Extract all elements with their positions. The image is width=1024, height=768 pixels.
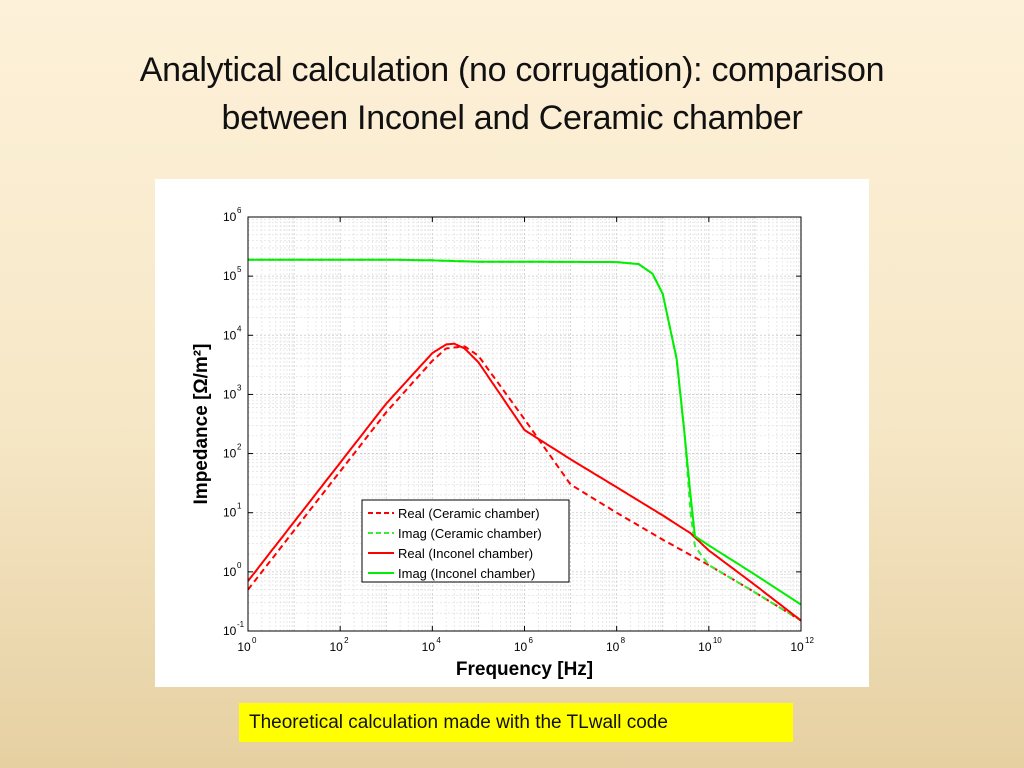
series-line-imag-ceramic-chamber <box>248 258 802 622</box>
x-tick-label: 10 <box>514 640 528 654</box>
x-tick-exponent: 10 <box>713 636 722 645</box>
legend-entry: Imag (Ceramic chamber) <box>398 526 542 541</box>
x-tick-exponent: 4 <box>436 636 441 645</box>
y-tick-label: 10 <box>223 624 237 638</box>
y-tick-label: 10 <box>223 387 237 401</box>
legend-entry: Real (Inconel chamber) <box>398 546 533 561</box>
y-tick-label: 10 <box>223 210 237 224</box>
y-tick-exponent: 5 <box>237 265 242 274</box>
y-tick-exponent: 2 <box>237 443 242 452</box>
x-tick-exponent: 0 <box>252 636 257 645</box>
grid <box>247 217 801 632</box>
y-tick-label: 10 <box>223 506 237 520</box>
x-tick-exponent: 12 <box>805 636 814 645</box>
series-line-real-ceramic-chamber <box>247 345 802 622</box>
y-tick-exponent: 0 <box>237 561 242 570</box>
note-box: Theoretical calculation made with the TL… <box>239 703 793 742</box>
series-lines <box>247 258 802 622</box>
series-line-imag-inconel-chamber <box>248 258 802 606</box>
series-line-real-inconel-chamber <box>247 342 802 622</box>
y-axis-label: Impedance [Ω/m²] <box>191 344 212 505</box>
x-tick-label: 10 <box>329 640 343 654</box>
x-tick-exponent: 6 <box>529 636 534 645</box>
slide-title-line-2: between Inconel and Ceramic chamber <box>221 99 803 137</box>
x-axis-label: Frequency [Hz] <box>456 659 593 680</box>
legend-entry: Imag (Inconel chamber) <box>398 566 535 581</box>
legend: Real (Ceramic chamber) Imag (Ceramic cham… <box>361 499 570 583</box>
figure-panel: 10 0 10 2 10 4 10 6 10 8 10 10 10 12 10 -1 10 0 10 1 10 2 10 3 1… <box>155 179 869 687</box>
y-tick-label: 10 <box>223 269 237 283</box>
x-tick-exponent: 8 <box>621 636 626 645</box>
y-tick-label: 10 <box>223 328 237 342</box>
y-axis-label-text: Impedance [Ω/m²] <box>191 344 212 505</box>
x-tick-label: 10 <box>698 640 712 654</box>
x-tick-label: 10 <box>606 640 620 654</box>
y-tick-exponent: 1 <box>237 502 242 511</box>
y-tick-label: 10 <box>223 565 237 579</box>
slide-title-line-1: Analytical calculation (no corrugation):… <box>139 51 885 89</box>
legend-entry: Real (Ceramic chamber) <box>398 506 540 521</box>
legend-box <box>361 499 570 583</box>
x-tick-exponent: 2 <box>344 636 349 645</box>
y-tick-exponent: 4 <box>237 324 242 333</box>
y-tick-label: 10 <box>223 447 237 461</box>
x-tick-label: 10 <box>237 640 251 654</box>
note-text: Theoretical calculation made with the TL… <box>249 712 668 733</box>
x-tick-label: 10 <box>422 640 436 654</box>
y-tick-exponent: 3 <box>237 383 242 392</box>
x-tick-label: 10 <box>790 640 804 654</box>
y-tick-exponent: 6 <box>237 206 242 215</box>
slide-title: Analytical calculation (no corrugation):… <box>20 46 1004 142</box>
y-tick-exponent: -1 <box>237 620 245 629</box>
